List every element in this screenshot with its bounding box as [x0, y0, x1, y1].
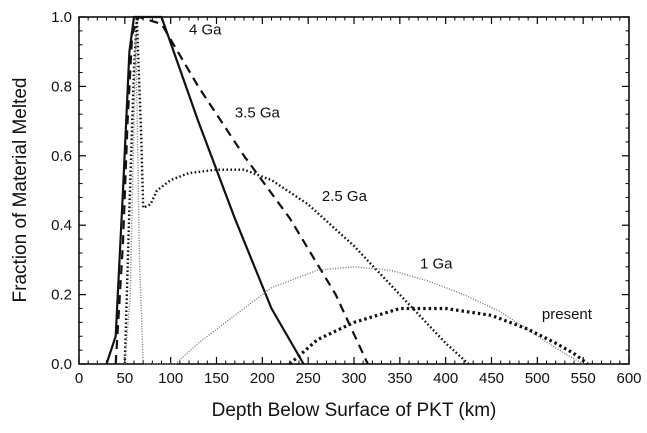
- curve-label: 4 Ga: [189, 21, 222, 38]
- x-axis-title: Depth Below Surface of PKT (km): [212, 400, 497, 421]
- x-tick-label: 50: [116, 370, 133, 387]
- curve-label: present: [542, 306, 593, 323]
- axis-ticks: [78, 16, 630, 365]
- series-line-2: [123, 15, 470, 365]
- x-tick-label: 250: [296, 370, 321, 387]
- series-line-0: [105, 15, 305, 365]
- y-tick-labels: 0.0 0.2 0.4 0.6 0.8 1.0: [51, 9, 72, 373]
- y-tick-label: 0.4: [51, 217, 72, 234]
- y-tick-label: 0.2: [51, 287, 72, 304]
- series-group: [105, 15, 589, 366]
- curve-label: 3.5 Ga: [235, 105, 281, 122]
- x-tick-label: 400: [433, 370, 458, 387]
- x-tick-label: 350: [387, 370, 412, 387]
- y-tick-label: 1.0: [51, 9, 72, 26]
- x-tick-label: 600: [616, 370, 641, 387]
- x-tick-label: 0: [75, 370, 83, 387]
- x-tick-label: 200: [250, 370, 275, 387]
- y-tick-label: 0.6: [51, 148, 72, 165]
- x-tick-label: 550: [571, 370, 596, 387]
- x-tick-labels: 0 50 100 150 200 250 300 350 400 450 500 550 600: [75, 370, 642, 387]
- x-tick-label: 450: [479, 370, 504, 387]
- curve-label: 1 Ga: [420, 256, 453, 273]
- x-tick-label: 500: [525, 370, 550, 387]
- series-line-4: [288, 306, 589, 366]
- x-tick-label: 100: [158, 370, 183, 387]
- y-tick-label: 0.0: [51, 356, 72, 373]
- curve-label: 2.5 Ga: [322, 188, 368, 205]
- y-tick-label: 0.8: [51, 78, 72, 95]
- x-tick-label: 150: [204, 370, 229, 387]
- series-line-1: [114, 15, 369, 365]
- series-line-3: [124, 33, 584, 365]
- x-tick-label: 300: [341, 370, 366, 387]
- y-axis-title: Fraction of Material Melted: [10, 78, 31, 303]
- curve-labels: 4 Ga 3.5 Ga 2.5 Ga 1 Ga present: [189, 21, 593, 323]
